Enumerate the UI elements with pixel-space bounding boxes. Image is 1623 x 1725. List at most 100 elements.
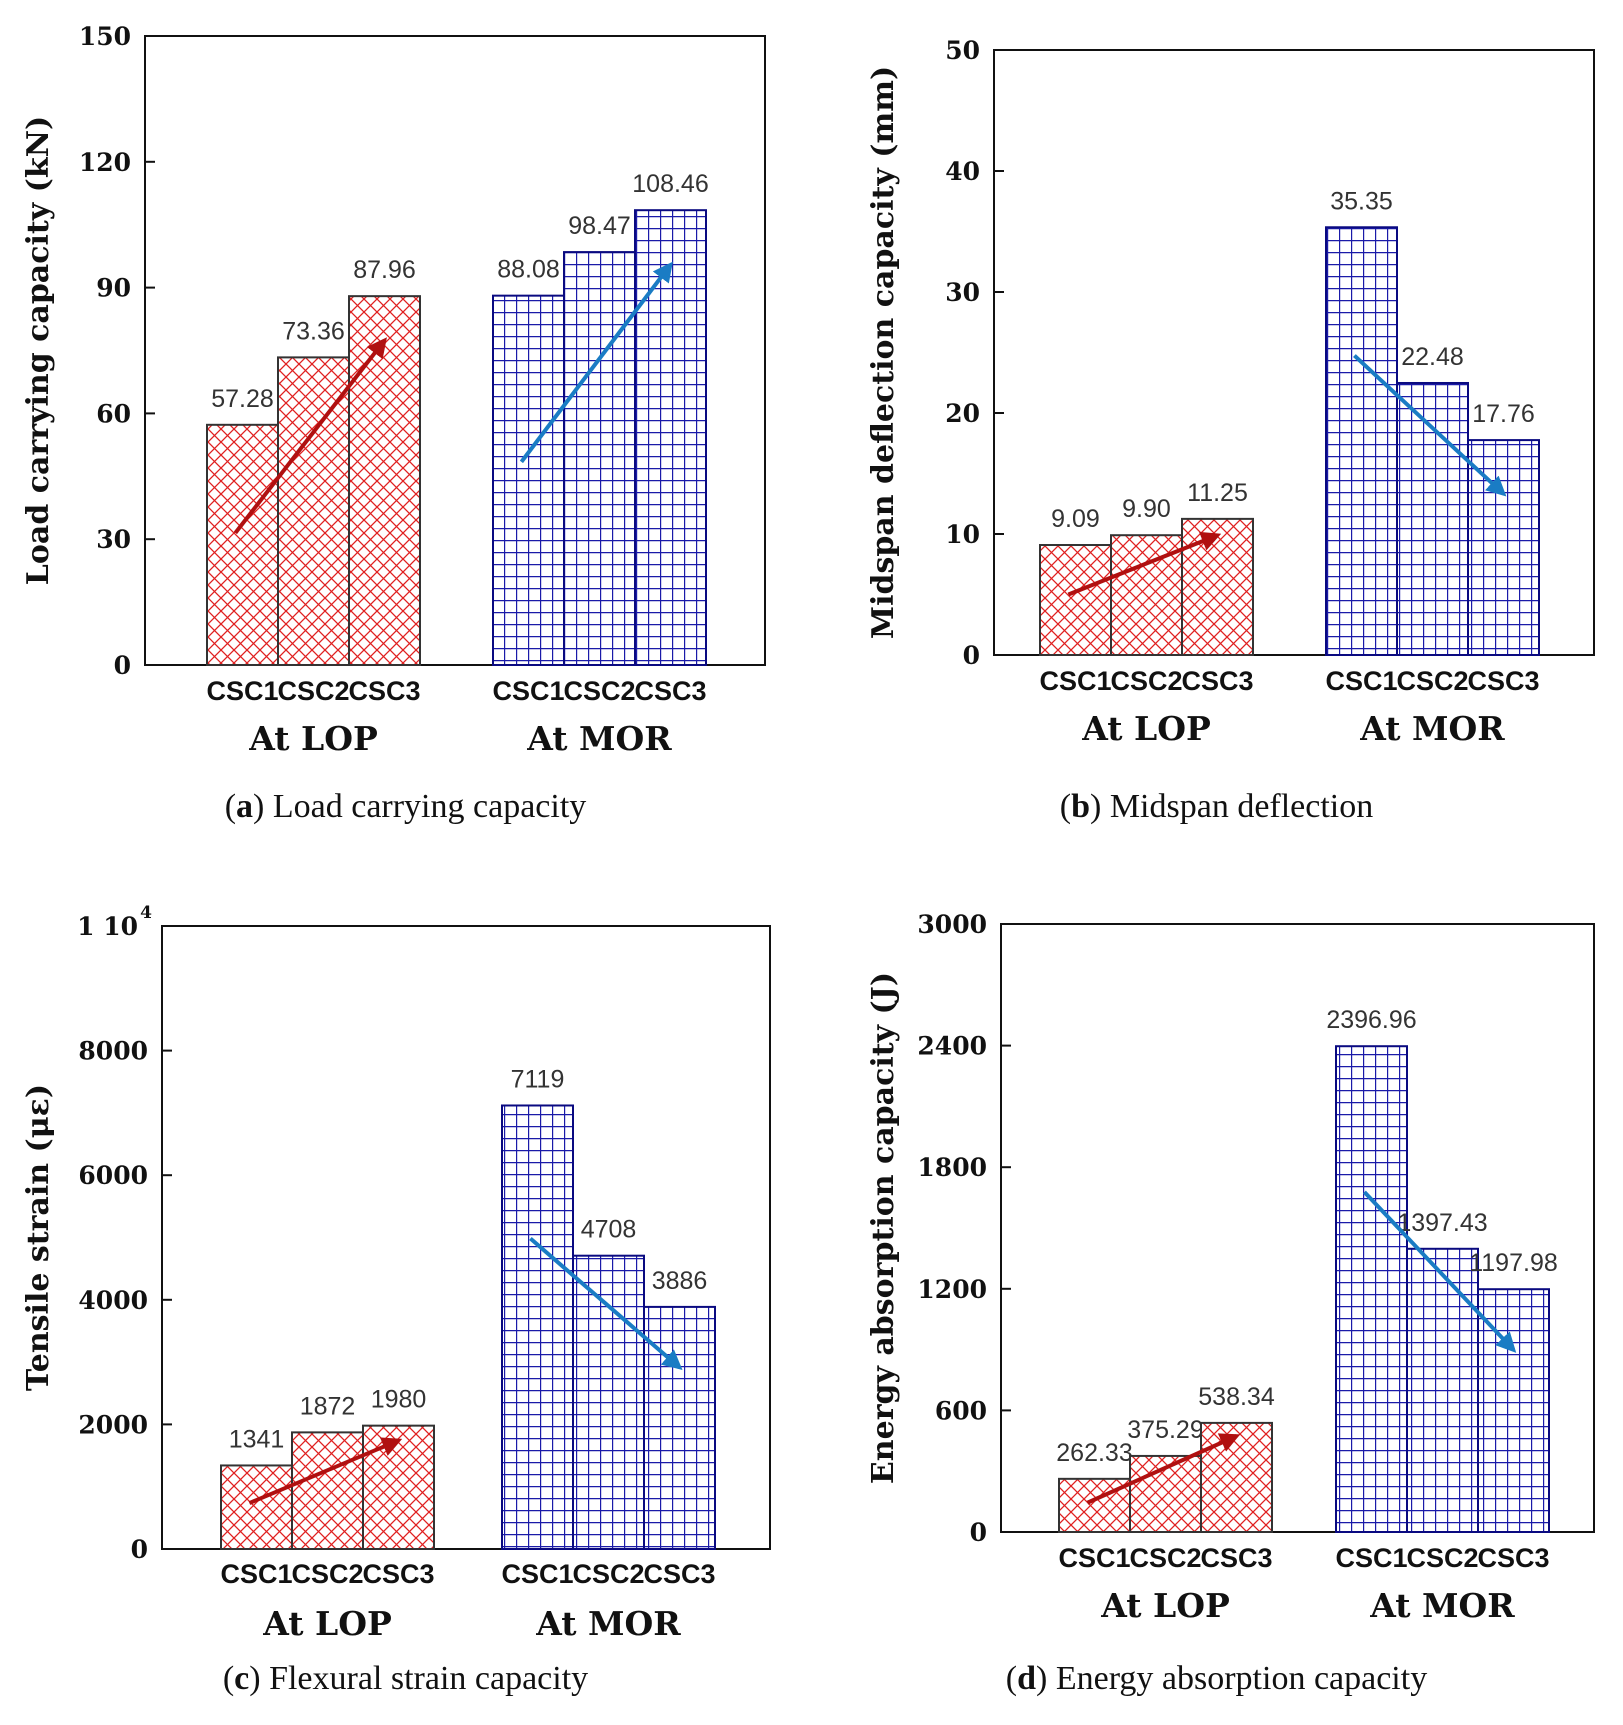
bar	[1406, 1247, 1479, 1533]
group-label: At LOP	[248, 719, 378, 758]
bar	[1181, 517, 1254, 656]
chart-panel-c: 0 2000 4000 6000 8000 1 10 4 Tensile strain (με…	[0, 862, 811, 1724]
category-label: CSC2	[1110, 666, 1182, 696]
bar	[277, 356, 350, 666]
chart-svg-a: 0 30 60 90 120 150 Load carrying capacity (kN)…	[21, 22, 766, 758]
bar	[1325, 226, 1398, 656]
plot-frame	[144, 35, 766, 666]
y-tick-label: 3000	[917, 910, 987, 939]
data-label: 17.76	[1472, 400, 1535, 428]
y-tick-label: 1 10	[77, 912, 138, 941]
bar	[1335, 1045, 1408, 1534]
category-label: CSC3	[634, 676, 706, 706]
trend-arrow	[1067, 531, 1222, 597]
caption-a: (a) Load carrying capacity	[224, 788, 587, 825]
caption-letter-d: d	[1017, 1660, 1037, 1697]
y-tick-label: 120	[79, 148, 131, 177]
y-tick-label: 30	[945, 278, 980, 307]
y-tick-label: 60	[96, 399, 131, 428]
caption-b: (b) Midspan deflection	[1059, 788, 1374, 825]
data-label: 4708	[581, 1216, 637, 1244]
category-label: CSC3	[348, 676, 420, 706]
trend-arrow	[529, 1237, 683, 1371]
y-tick-label: 1800	[917, 1153, 987, 1182]
y-tick-label: 600	[935, 1396, 987, 1425]
category-label: CSC2	[572, 1559, 644, 1589]
bar	[634, 209, 707, 666]
y-tick-label: 4000	[78, 1286, 148, 1315]
category-label: CSC1	[220, 1559, 292, 1589]
y-tick-label: 6000	[78, 1161, 148, 1190]
bar	[501, 1104, 574, 1550]
category-label: CSC2	[1406, 1543, 1478, 1573]
group-label: At LOP	[1081, 709, 1211, 748]
category-label: CSC3	[1181, 666, 1253, 696]
trend-arrow	[233, 337, 387, 535]
data-label: 88.08	[497, 256, 560, 284]
bar	[291, 1431, 364, 1550]
y-axis-label: Energy absorption capacity (J)	[866, 972, 901, 1484]
chart-panel-d: 0 600 1200 1800 2400 3000 Energy absorption ca…	[811, 862, 1622, 1724]
y-tick-label: 2000	[78, 1410, 148, 1439]
bar	[1477, 1288, 1550, 1533]
data-label: 2396.96	[1326, 1006, 1416, 1034]
data-label: 1980	[371, 1386, 427, 1414]
category-label: CSC3	[1200, 1543, 1272, 1573]
group-label: At MOR	[1359, 709, 1505, 748]
bar	[220, 1464, 293, 1550]
data-label: 1341	[229, 1425, 285, 1453]
category-label: CSC1	[1058, 1543, 1130, 1573]
caption-d: (d) Energy absorption capacity	[1005, 1660, 1428, 1697]
category-label: CSC1	[492, 676, 564, 706]
trend-arrow	[1362, 1190, 1517, 1353]
data-label: 1197.98	[1469, 1249, 1558, 1277]
data-label: 3886	[652, 1267, 708, 1295]
data-label: 87.96	[353, 256, 416, 284]
caption-text-d: Energy absorption capacity	[1047, 1660, 1428, 1697]
y-axis-label: Midspan deflection capacity (mm)	[866, 66, 901, 639]
y-tick-label: 0	[131, 1535, 148, 1564]
category-label: CSC1	[1335, 1543, 1407, 1573]
trend-arrow	[248, 1437, 403, 1505]
caption-text-b: Midspan deflection	[1101, 788, 1374, 825]
bar	[1396, 381, 1469, 656]
category-label: CSC2	[563, 676, 635, 706]
plot-frame	[993, 49, 1595, 656]
category-label: CSC3	[1477, 1543, 1549, 1573]
data-label: 9.09	[1051, 505, 1100, 533]
caption-letter-a: a	[236, 788, 254, 825]
group-label: At MOR	[1369, 1586, 1515, 1625]
y-tick-label: 0	[114, 651, 131, 680]
category-label: CSC2	[1129, 1543, 1201, 1573]
caption-text-c: Flexural strain capacity	[260, 1660, 589, 1697]
y-tick-label: 20	[945, 399, 980, 428]
category-label: CSC1	[501, 1559, 573, 1589]
data-label: 375.29	[1127, 1416, 1203, 1444]
caption-letter-c: c	[234, 1660, 250, 1697]
bar	[492, 294, 565, 666]
data-label: 35.35	[1330, 187, 1393, 215]
group-label: At MOR	[535, 1604, 681, 1643]
data-label: 108.46	[632, 170, 708, 198]
chart-svg-b: 0 10 20 30 40 50 Midspan deflection capacity (…	[866, 36, 1595, 748]
y-tick-label: 8000	[78, 1037, 148, 1066]
y-tick-label: 90	[96, 274, 131, 303]
data-label: 1872	[300, 1392, 356, 1420]
data-label: 73.36	[282, 317, 345, 345]
y-tick-label: 0	[970, 1518, 987, 1547]
y-tick-label: 1200	[917, 1275, 987, 1304]
y-tick-label: 50	[945, 36, 980, 65]
data-label: 9.90	[1122, 495, 1171, 523]
data-label: 57.28	[211, 385, 274, 413]
bar	[206, 423, 279, 667]
data-label: 262.33	[1056, 1439, 1132, 1467]
plot-frame	[1000, 923, 1595, 1533]
group-label: At MOR	[526, 719, 672, 758]
group-label: At LOP	[1100, 1586, 1230, 1625]
category-label: CSC3	[643, 1559, 715, 1589]
y-tick-label: 30	[96, 525, 131, 554]
category-label: CSC2	[277, 676, 349, 706]
trend-arrow	[1086, 1433, 1241, 1505]
data-label: 1397.43	[1397, 1209, 1487, 1237]
y-axis-label: Load carrying capacity (kN)	[21, 116, 56, 585]
